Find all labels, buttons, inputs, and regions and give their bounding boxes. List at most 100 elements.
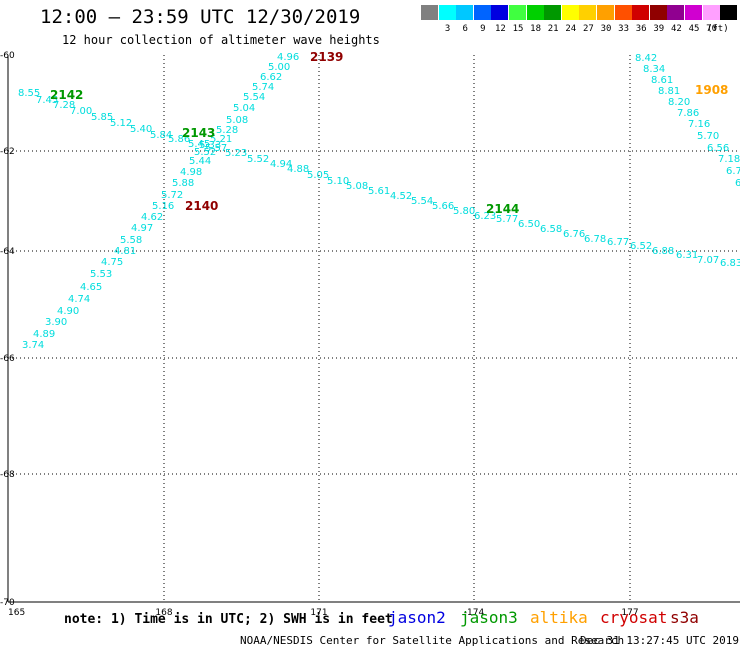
latitude-label: -62: [0, 147, 15, 157]
swh-value: 5.54: [411, 196, 433, 207]
legend-swatch: [597, 5, 614, 20]
swh-value: 4.52: [390, 191, 412, 202]
swh-value: 8.34: [643, 64, 665, 75]
swh-value: 4.65: [80, 282, 102, 293]
legend-tick-label: 15: [512, 24, 524, 34]
swh-value: 5.52: [247, 154, 269, 165]
legend-swatch: [421, 5, 438, 20]
swh-value: 8.20: [668, 97, 690, 108]
satellite-key-altika: altika: [530, 608, 588, 627]
legend-swatch: [526, 5, 544, 20]
legend-tick-label: 9: [480, 24, 486, 34]
swh-value: 6.52: [630, 241, 652, 252]
legend-tick-label: 45: [688, 24, 700, 34]
legend-swatch: [491, 5, 509, 20]
legend-swatch: [720, 5, 738, 20]
swh-value: 4.97: [131, 223, 153, 234]
legend-tick-label: 30: [600, 24, 612, 34]
swh-value: 5.05: [307, 170, 329, 181]
swh-value: 8.81: [658, 86, 680, 97]
swh-value: 5.21: [210, 134, 232, 145]
swh-value: 7.86: [677, 108, 699, 119]
swh-value: 5.10: [327, 176, 349, 187]
swh-value: 5.77: [496, 214, 518, 225]
legend-swatch: [649, 5, 667, 20]
swh-value: 5.66: [432, 201, 454, 212]
swh-value: 5.40: [130, 124, 152, 135]
swh-value: 6.7: [726, 166, 740, 177]
page-subtitle: 12 hour collection of altimeter wave hei…: [62, 33, 380, 47]
pass-number-label: 2143: [182, 126, 215, 140]
swh-value: 5.85: [91, 112, 113, 123]
swh-value: 6.83: [720, 258, 740, 269]
legend-swatch: [473, 5, 491, 20]
swh-value: 5.45: [188, 139, 210, 150]
swh-value: 3.90: [45, 317, 67, 328]
legend-swatch: [509, 5, 526, 20]
satellite-key-jason3: jason3: [460, 608, 518, 627]
swh-value: 5.04: [233, 103, 255, 114]
swh-value: 6.77: [607, 237, 629, 248]
latitude-label: -64: [0, 247, 15, 257]
swh-value: 7.28: [53, 100, 75, 111]
swh-value: 5.86: [168, 134, 190, 145]
swh-value: 4.74: [68, 294, 90, 305]
swh-value: 5.00: [268, 62, 290, 73]
swh-value: 5.61: [368, 186, 390, 197]
legend-tick-label: 24: [565, 24, 577, 34]
swh-value: 7.00: [70, 106, 92, 117]
satellite-key-s3a: s3a: [670, 608, 699, 627]
legend-tick-label: 18: [530, 24, 542, 34]
latitude-label: -60: [0, 51, 15, 61]
swh-value: 5.12: [110, 118, 132, 129]
legend-tick-label: 70: [706, 24, 718, 34]
legend-tick-label: 42: [670, 24, 682, 34]
legend-swatch: [702, 5, 720, 20]
swh-value: 4.81: [114, 246, 136, 257]
satellite-key-jason2: jason2: [388, 608, 446, 627]
legend-tick-label: 33: [618, 24, 630, 34]
satellite-key-cryosat: cryosat: [600, 608, 668, 627]
pass-number-label: 2142: [50, 88, 83, 102]
legend-swatch: [614, 5, 632, 20]
swh-value: 5.74: [252, 82, 274, 93]
swh-value: 5.52: [194, 147, 216, 158]
pass-number-label: 2140: [185, 199, 218, 213]
latitude-label: -70: [0, 598, 15, 608]
swh-value: 6.76: [563, 229, 585, 240]
pass-number-label: 2144: [486, 202, 519, 216]
swh-value: 5.80: [453, 206, 475, 217]
legend-tick-label: 36: [635, 24, 647, 34]
swh-value: 6.58: [540, 224, 562, 235]
swh-value: 5.33: [199, 140, 221, 151]
latitude-label: -66: [0, 354, 15, 364]
swh-value: 6.78: [584, 234, 606, 245]
swh-value: 8.61: [651, 75, 673, 86]
latitude-label: -68: [0, 470, 15, 480]
swh-value: 4.96: [277, 52, 299, 63]
swh-value: 5.88: [172, 178, 194, 189]
swh-value: 5.70: [697, 131, 719, 142]
swh-value: 4.98: [180, 167, 202, 178]
longitude-label: 165: [8, 608, 25, 618]
swh-value: 3.74: [22, 340, 44, 351]
swh-value: 7.18: [718, 154, 740, 165]
legend-swatch: [667, 5, 685, 20]
longitude-label: 171: [310, 608, 327, 618]
legend-swatch: [544, 5, 562, 20]
legend-tick-label: 21: [547, 24, 559, 34]
swh-value: 5.54: [243, 92, 265, 103]
longitude-label: 168: [155, 608, 172, 618]
swh-value: 5.16: [152, 201, 174, 212]
legend-tick-label: 12: [494, 24, 506, 34]
swh-value: 6.50: [518, 219, 540, 230]
swh-value: 6.56: [707, 143, 729, 154]
legend-unit-label: (ft): [706, 24, 729, 34]
legend-tick-label: 27: [582, 24, 594, 34]
swh-value: 8.42: [635, 53, 657, 64]
legend-tick-label: 6: [462, 24, 468, 34]
swh-value: 7.45: [36, 95, 58, 106]
swh-value: 8.55: [18, 88, 40, 99]
generated-timestamp: Dec 31 13:27:45 UTC 2019: [580, 634, 739, 647]
